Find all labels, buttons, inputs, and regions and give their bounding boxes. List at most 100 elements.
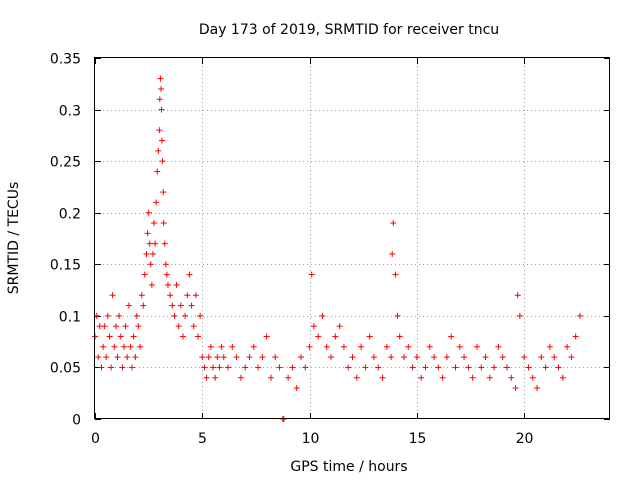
data-point	[220, 354, 227, 361]
data-point	[319, 312, 326, 319]
data-point	[195, 333, 201, 340]
data-point	[111, 343, 118, 350]
data-point	[345, 364, 352, 371]
data-point	[210, 364, 217, 371]
data-point	[538, 354, 545, 361]
axis-ticks	[95, 58, 610, 420]
data-point	[127, 343, 134, 350]
data-point	[267, 374, 274, 381]
data-point	[158, 85, 165, 92]
data-point	[173, 281, 180, 288]
y-tick-label: 0.15	[50, 258, 81, 274]
data-point	[159, 158, 166, 165]
data-point	[568, 354, 575, 361]
data-point	[439, 374, 446, 381]
data-point	[315, 333, 322, 340]
data-point	[156, 127, 163, 134]
data-point	[104, 312, 111, 319]
data-point	[155, 147, 162, 154]
data-point	[443, 354, 450, 361]
data-point	[340, 343, 347, 350]
data-point	[375, 364, 382, 371]
data-point	[298, 354, 304, 361]
data-point	[559, 374, 566, 381]
data-point	[495, 343, 502, 350]
data-point	[255, 364, 262, 371]
data-point	[154, 168, 161, 175]
y-tick-label: 0.2	[59, 207, 81, 223]
data-point	[546, 343, 553, 350]
y-tick-label: 0	[72, 413, 81, 429]
data-point	[160, 220, 167, 227]
data-point	[171, 312, 178, 319]
data-point	[259, 354, 266, 361]
data-point	[116, 312, 123, 319]
data-point	[435, 364, 442, 371]
data-point	[542, 364, 549, 371]
data-point	[114, 354, 121, 361]
data-point	[108, 364, 115, 371]
data-point	[293, 385, 300, 392]
x-axis-label: GPS time / hours	[290, 459, 407, 475]
x-tick-labels: 0 5 10 15 20	[91, 431, 533, 447]
data-point	[358, 343, 365, 350]
data-point	[388, 354, 395, 361]
data-point	[141, 271, 148, 278]
data-point	[306, 343, 313, 350]
data-point	[379, 374, 386, 381]
data-point	[205, 354, 212, 361]
data-point	[486, 374, 493, 381]
data-point	[218, 343, 225, 350]
data-point	[465, 364, 472, 371]
data-point	[164, 281, 171, 288]
data-point	[491, 364, 498, 371]
data-point	[405, 343, 412, 350]
data-point	[101, 323, 108, 330]
data-point	[332, 333, 339, 340]
data-point	[396, 333, 403, 340]
data-point	[452, 364, 459, 371]
x-tick-label: 20	[516, 431, 534, 447]
data-point	[564, 343, 571, 350]
data-point	[98, 364, 105, 371]
y-tick-label: 0.25	[50, 155, 81, 171]
data-point	[186, 271, 193, 278]
data-point	[426, 343, 433, 350]
data-point	[140, 302, 147, 309]
data-point	[133, 312, 140, 319]
data-point	[192, 292, 199, 299]
data-point	[508, 374, 515, 381]
data-point	[207, 343, 214, 350]
data-point	[201, 364, 208, 371]
data-point	[163, 271, 170, 278]
data-point	[246, 354, 253, 361]
data-point	[124, 354, 131, 361]
data-point	[392, 271, 399, 278]
y-axis-label: SRMTID / TECUs	[6, 182, 22, 295]
data-point	[190, 323, 197, 330]
data-point	[212, 374, 219, 381]
plot-frame	[94, 57, 610, 419]
data-point	[512, 385, 519, 392]
data-point	[366, 333, 373, 340]
data-point	[160, 189, 167, 196]
data-point	[167, 292, 174, 299]
data-point	[113, 323, 120, 330]
data-point	[151, 220, 158, 227]
data-point	[413, 354, 420, 361]
data-point	[117, 333, 124, 340]
data-point	[161, 240, 168, 247]
data-point	[214, 354, 221, 361]
data-point	[310, 323, 317, 330]
data-point	[431, 354, 438, 361]
data-point	[456, 343, 463, 350]
data-point	[289, 364, 296, 371]
data-point	[143, 250, 150, 257]
data-point	[153, 199, 160, 206]
y-tick-label: 0.1	[59, 310, 81, 326]
y-tick-labels: 0 0.05 0.1 0.15 0.2 0.25 0.3 0.35	[50, 52, 81, 429]
data-point	[233, 354, 240, 361]
data-point	[158, 137, 165, 144]
data-point	[362, 364, 369, 371]
